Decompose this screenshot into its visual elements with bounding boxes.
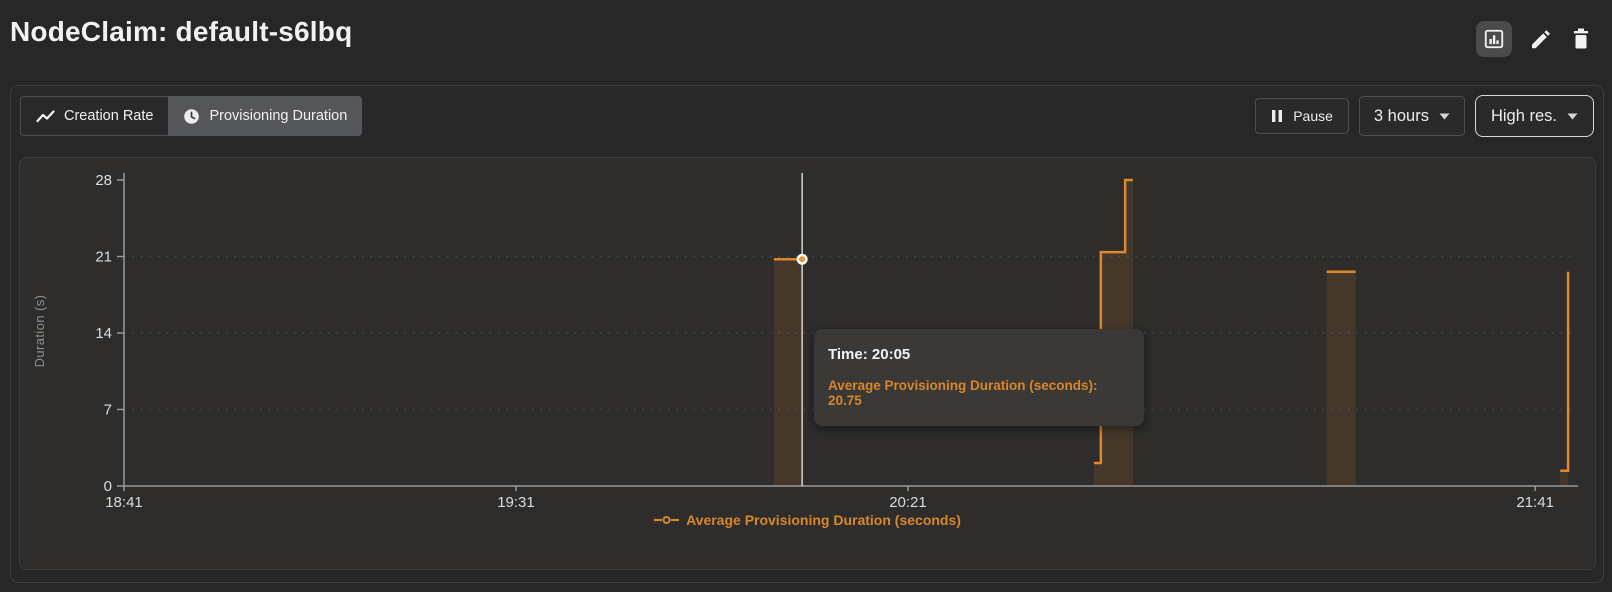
chevron-down-icon xyxy=(1439,113,1450,119)
chart-tooltip: Time: 20:05 Average Provisioning Duratio… xyxy=(814,329,1144,426)
toolbar-controls: Pause 3 hours High res. xyxy=(1255,95,1594,137)
tooltip-value: Average Provisioning Duration (seconds):… xyxy=(828,378,1098,408)
x-tick-label: 18:41 xyxy=(105,494,143,511)
edit-button[interactable] xyxy=(1529,27,1553,51)
bar-chart-icon xyxy=(1484,29,1504,49)
tab-creation-rate[interactable]: Creation Rate xyxy=(20,96,169,136)
pencil-icon xyxy=(1532,30,1550,49)
chart-card: Creation Rate Provisioning Duration xyxy=(10,85,1604,583)
series-area xyxy=(1326,271,1356,486)
time-range-select[interactable]: 3 hours xyxy=(1358,96,1465,136)
series-line xyxy=(1560,271,1570,472)
legend-label: Average Provisioning Duration (seconds) xyxy=(686,512,961,528)
trash-icon xyxy=(1574,28,1588,49)
chart-plot[interactable]: 0 7 14 21 28 18:41 19:31 20:21 21:41 xyxy=(20,158,1597,571)
chart-tabs: Creation Rate Provisioning Duration xyxy=(20,96,363,136)
chart-view-button[interactable] xyxy=(1476,21,1512,57)
series-line xyxy=(1093,178,1133,465)
clock-icon xyxy=(184,108,200,124)
y-tick-label: 21 xyxy=(95,249,112,266)
resolution-value: High res. xyxy=(1490,106,1557,125)
tab-label: Creation Rate xyxy=(64,108,154,124)
x-tick-label: 21:41 xyxy=(1516,494,1554,511)
x-tick-label: 20:21 xyxy=(889,494,927,511)
delete-button[interactable] xyxy=(1570,27,1592,51)
line-dot-line-icon xyxy=(654,516,680,524)
page-title: NodeClaim: default-s6lbq xyxy=(10,16,353,47)
chart-panel: Duration (s) 0 7 14 21 28 18:41 19:31 20:21 21:4… xyxy=(19,157,1596,570)
tab-label: Provisioning Duration xyxy=(209,108,348,124)
hover-marker xyxy=(796,253,808,265)
header-actions xyxy=(1476,21,1592,57)
x-tick-label: 19:31 xyxy=(497,494,535,511)
toolbar: Creation Rate Provisioning Duration xyxy=(20,94,1594,138)
pause-label: Pause xyxy=(1293,108,1333,124)
pause-button[interactable]: Pause xyxy=(1255,98,1349,134)
chart-legend[interactable]: Average Provisioning Duration (seconds) xyxy=(20,512,1595,528)
trend-line-icon xyxy=(36,110,55,123)
resolution-select[interactable]: High res. xyxy=(1474,95,1594,137)
y-tick-label: 14 xyxy=(95,325,112,342)
tab-provisioning-duration[interactable]: Provisioning Duration xyxy=(168,96,363,136)
y-tick-label: 0 xyxy=(104,478,112,495)
pause-icon xyxy=(1272,110,1283,122)
y-tick-label: 28 xyxy=(95,172,112,189)
chevron-down-icon xyxy=(1567,113,1578,119)
time-range-value: 3 hours xyxy=(1373,106,1429,125)
y-tick-label: 7 xyxy=(104,402,112,419)
tooltip-time: Time: 20:05 xyxy=(828,346,911,363)
series-area xyxy=(773,259,803,486)
